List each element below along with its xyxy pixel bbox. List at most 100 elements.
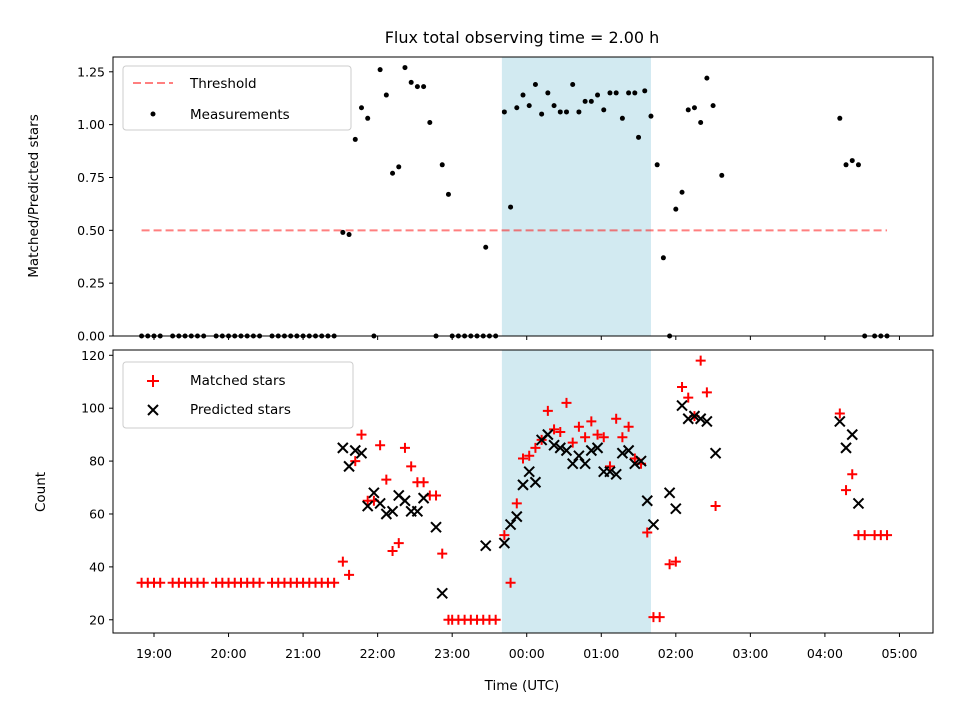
predicted-stars-point (511, 510, 523, 523)
bottom-panel: 20 40 60 80 100 120 19:00 20:00 21:00 22:00 23:00… (33, 348, 934, 694)
matched-stars-point (344, 569, 355, 580)
measurement-point (576, 109, 582, 115)
measurement-point (445, 191, 451, 197)
bottom-x-axis: 19:00 20:00 21:00 22:00 23:00 00:00 01:00 02:00… (136, 633, 918, 661)
measurement-point (557, 109, 563, 115)
measurement-point (626, 90, 632, 96)
measurement-point (346, 232, 352, 238)
measurement-point (595, 92, 601, 98)
matched-stars-point (882, 530, 893, 541)
predicted-stars-point (386, 505, 399, 518)
legend-measurements-label: Measurements (190, 107, 290, 123)
measurement-point (340, 229, 346, 235)
matched-stars-point (524, 450, 535, 461)
matched-stars-point (437, 548, 448, 559)
predicted-stars-point (542, 428, 554, 441)
x-tick-label: 01:00 (583, 646, 619, 661)
top-panel: 0.00 0.25 0.50 0.75 1.00 1.25 Matched/Predict… (26, 56, 934, 344)
bottom-y-axis-label: Count (33, 472, 49, 512)
predicted-stars-point (585, 444, 598, 457)
x-tick-label: 05:00 (881, 646, 917, 661)
measurement-point (632, 90, 638, 96)
predicted-stars-point (517, 479, 529, 491)
predicted-stars-point (411, 505, 424, 518)
predicted-stars-point (579, 458, 591, 470)
top-legend-box (122, 65, 352, 131)
predicted-stars-point (591, 442, 604, 454)
measurement-point (501, 109, 507, 115)
legend-matched-swatch (147, 375, 159, 387)
measurement-point (396, 164, 402, 170)
predicted-stars-point (846, 428, 858, 441)
measurement-point (414, 84, 420, 90)
predicted-stars-point (676, 399, 688, 412)
measurement-point (570, 81, 576, 87)
x-tick-label: 19:00 (136, 646, 172, 661)
matched-stars-point (555, 426, 566, 437)
matched-stars-point (586, 416, 597, 427)
predicted-stars-point (523, 465, 535, 478)
top-y-axis: 0.00 0.25 0.50 0.75 1.00 1.25 (77, 64, 113, 344)
bottom-observing-window-shade (501, 350, 651, 633)
y-tick-label: 20 (89, 612, 105, 627)
predicted-stars-point (417, 492, 430, 504)
measurement-point (352, 136, 358, 142)
predicted-stars-point (694, 413, 707, 425)
matched-stars-point (592, 429, 603, 440)
matched-stars-point (393, 538, 404, 549)
predicted-stars-point (701, 415, 713, 428)
matched-stars-point (677, 382, 688, 393)
legend-predicted-swatch (147, 404, 159, 416)
measurement-point (383, 92, 389, 98)
predicted-stars-point (852, 497, 865, 510)
measurement-point (613, 90, 619, 96)
matched-stars-point (683, 392, 694, 403)
measurement-point (588, 98, 594, 104)
predicted-stars-point (616, 447, 629, 459)
predicted-stars-point (374, 497, 386, 510)
bottom-panel-marks (136, 355, 893, 625)
bottom-legend-box (122, 361, 354, 429)
predicted-stars-point (647, 518, 660, 531)
top-x-axis-ticks (153, 336, 900, 340)
predicted-stars-point (560, 444, 573, 457)
measurement-point (601, 107, 607, 113)
measurement-point (673, 206, 679, 212)
matched-stars-point (198, 577, 209, 588)
x-axis-label: Time (UTC) (484, 678, 560, 694)
measurement-point (514, 105, 520, 111)
measurement-point (704, 75, 710, 81)
matched-stars-point (155, 577, 166, 588)
matched-stars-point (431, 490, 442, 501)
x-tick-label: 04:00 (807, 646, 843, 661)
matched-stars-point (418, 477, 429, 488)
measurement-point (636, 134, 642, 140)
measurement-point (551, 103, 557, 109)
predicted-stars-point (380, 508, 393, 520)
y-tick-label: 1.00 (77, 117, 105, 132)
x-tick-label: 21:00 (285, 646, 321, 661)
matched-stars-point (490, 614, 501, 625)
predicted-stars-point (834, 415, 846, 428)
matched-stars-point (623, 421, 634, 432)
measurement-point (545, 90, 551, 96)
measurement-point (691, 105, 697, 111)
matched-stars-point (664, 559, 675, 570)
legend-threshold-label: Threshold (189, 76, 257, 92)
predicted-stars-point (399, 495, 411, 507)
x-tick-label: 23:00 (434, 646, 470, 661)
measurement-point (563, 109, 569, 115)
matched-stars-point (542, 405, 553, 416)
predicted-stars-point (840, 442, 852, 454)
matched-stars-point (567, 437, 578, 448)
predicted-stars-point (498, 537, 511, 549)
top-legend: Threshold Measurements (122, 65, 352, 131)
y-tick-label: 120 (81, 348, 105, 363)
predicted-stars-point (670, 502, 682, 515)
measurement-point (421, 84, 427, 90)
measurement-point (654, 162, 660, 168)
matched-stars-point (710, 501, 721, 512)
predicted-stars-point (610, 468, 622, 481)
measurement-point (607, 90, 613, 96)
